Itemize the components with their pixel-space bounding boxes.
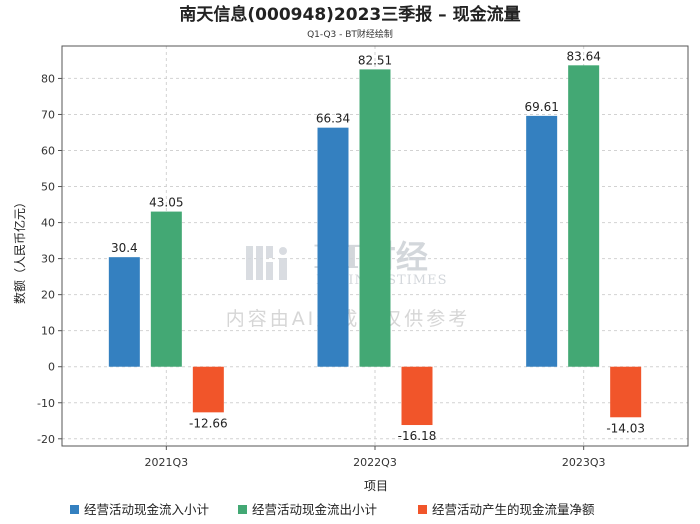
y-tick-label: -20 <box>37 433 55 446</box>
y-tick-label: -10 <box>37 397 55 410</box>
bar-3-2022Q3 <box>401 366 433 426</box>
bar-2-2023Q3 <box>568 65 600 367</box>
bt-logo-icon <box>246 246 287 280</box>
y-tick-label: 70 <box>41 108 55 121</box>
y-tick-label: 30 <box>41 253 55 266</box>
y-tick-label: 0 <box>48 361 55 374</box>
data-label: 66.34 <box>316 112 350 126</box>
x-axis-title: 项目 <box>364 479 388 493</box>
legend-swatch-3 <box>418 505 427 514</box>
legend-label-1: 经营活动现金流入小计 <box>84 502 209 517</box>
data-label: 69.61 <box>524 100 558 114</box>
bar-3-2021Q3 <box>192 366 224 413</box>
data-label: 43.05 <box>149 196 183 210</box>
y-tick-label: 80 <box>41 72 55 85</box>
bar-1-2021Q3 <box>108 257 140 367</box>
data-label: -16.18 <box>398 429 437 443</box>
data-label: 82.51 <box>358 53 392 67</box>
data-label: 30.4 <box>111 241 138 255</box>
y-axis-title: 数额（人民币亿元） <box>12 196 27 304</box>
data-labels-layer: 30.4 66.34 69.61 43.05 82.51 83.64 -12.66 -16.1… <box>111 49 645 443</box>
chart-subtitle: Q1-Q3 - BT财经绘制 <box>307 28 393 40</box>
bars-layer <box>108 65 642 426</box>
y-tick-label: 50 <box>41 181 55 194</box>
legend-swatch-1 <box>70 505 79 514</box>
legend-swatch-2 <box>238 505 247 514</box>
axis-layer: -20 -10 0 10 20 30 40 50 60 70 80 2021Q3 2022Q3 2023Q… <box>37 45 689 469</box>
y-tick-label: 40 <box>41 217 55 230</box>
bar-1-2022Q3 <box>317 127 349 367</box>
bar-1-2023Q3 <box>526 115 558 367</box>
y-tick-label: 60 <box>41 145 55 158</box>
y-tick-label: 10 <box>41 325 55 338</box>
data-label: -14.03 <box>606 421 645 435</box>
bar-2-2021Q3 <box>150 211 182 367</box>
bar-2-2022Q3 <box>359 69 391 367</box>
legend: 经营活动现金流入小计 经营活动现金流出小计 经营活动产生的现金流量净额 <box>70 502 595 517</box>
data-label: 83.64 <box>566 49 600 63</box>
chart-title: 南天信息(000948)2023三季报 – 现金流量 <box>179 4 520 25</box>
x-tick-label: 2021Q3 <box>145 456 189 469</box>
legend-label-2: 经营活动现金流出小计 <box>252 502 377 517</box>
x-tick-label: 2022Q3 <box>353 456 397 469</box>
bar-3-2023Q3 <box>610 366 642 418</box>
legend-label-3: 经营活动产生的现金流量净额 <box>432 502 595 517</box>
x-tick-label: 2023Q3 <box>562 456 606 469</box>
y-tick-label: 20 <box>41 289 55 302</box>
data-label: -12.66 <box>189 416 228 430</box>
